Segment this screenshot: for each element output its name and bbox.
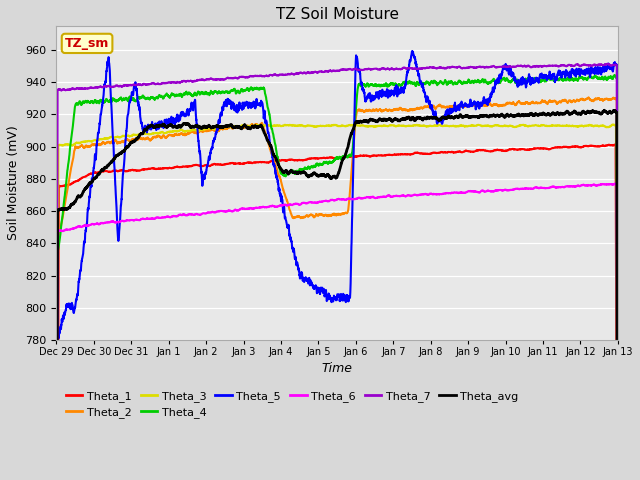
Title: TZ Soil Moisture: TZ Soil Moisture <box>276 7 399 22</box>
Theta_4 <box>392 81 400 87</box>
Theta_2 <box>392 107 400 112</box>
X-axis label: Time: Time <box>322 362 353 375</box>
Theta_3 <box>173 129 180 134</box>
Theta_7 <box>392 66 400 72</box>
Y-axis label: Soil Moisture (mV): Soil Moisture (mV) <box>7 126 20 240</box>
Theta_5 <box>614 62 621 68</box>
Theta_5 <box>173 117 180 122</box>
Theta_3 <box>392 123 400 129</box>
Line: Theta_7: Theta_7 <box>56 64 618 480</box>
Line: Theta_6: Theta_6 <box>56 183 618 480</box>
Theta_1 <box>402 151 410 157</box>
Theta_4 <box>209 90 217 96</box>
Theta_5 <box>209 138 217 144</box>
Theta_5 <box>392 88 400 94</box>
Theta_1 <box>173 164 180 169</box>
Line: Theta_4: Theta_4 <box>56 75 618 480</box>
Theta_4 <box>614 378 621 384</box>
Theta_avg <box>561 111 568 117</box>
Theta_4 <box>402 79 410 85</box>
Theta_3 <box>352 122 360 128</box>
Line: Theta_3: Theta_3 <box>56 125 618 480</box>
Theta_1 <box>561 144 568 150</box>
Line: Theta_2: Theta_2 <box>56 97 618 480</box>
Theta_avg <box>392 116 400 122</box>
Theta_2 <box>209 126 217 132</box>
Theta_7 <box>402 65 410 71</box>
Theta_avg <box>173 124 180 130</box>
Theta_4 <box>611 72 618 78</box>
Theta_1 <box>392 152 400 157</box>
Theta_7 <box>209 77 217 83</box>
Line: Theta_1: Theta_1 <box>56 144 618 480</box>
Text: TZ_sm: TZ_sm <box>65 37 109 50</box>
Theta_6 <box>392 193 400 199</box>
Theta_5 <box>402 82 410 87</box>
Theta_4 <box>561 76 568 82</box>
Theta_3 <box>402 123 410 129</box>
Theta_6 <box>402 193 410 199</box>
Theta_1 <box>209 162 217 168</box>
Line: Theta_5: Theta_5 <box>56 51 618 480</box>
Theta_5 <box>561 71 568 76</box>
Theta_6 <box>209 209 217 215</box>
Theta_6 <box>612 180 620 186</box>
Theta_3 <box>561 123 568 129</box>
Theta_2 <box>402 107 410 113</box>
Theta_3 <box>209 126 217 132</box>
Theta_2 <box>561 98 568 104</box>
Theta_5 <box>408 48 416 54</box>
Theta_7 <box>561 63 568 69</box>
Theta_7 <box>173 80 180 85</box>
Theta_6 <box>173 214 180 219</box>
Theta_avg <box>600 108 608 113</box>
Theta_4 <box>173 93 180 98</box>
Theta_avg <box>209 124 217 130</box>
Theta_6 <box>561 184 568 190</box>
Theta_avg <box>402 116 410 121</box>
Theta_2 <box>173 132 180 138</box>
Theta_7 <box>604 61 611 67</box>
Line: Theta_avg: Theta_avg <box>56 110 618 480</box>
Legend: Theta_1, Theta_2, Theta_3, Theta_4, Theta_5, Theta_6, Theta_7, Theta_avg: Theta_1, Theta_2, Theta_3, Theta_4, Thet… <box>61 386 523 423</box>
Theta_1 <box>611 142 618 147</box>
Theta_2 <box>585 95 593 100</box>
